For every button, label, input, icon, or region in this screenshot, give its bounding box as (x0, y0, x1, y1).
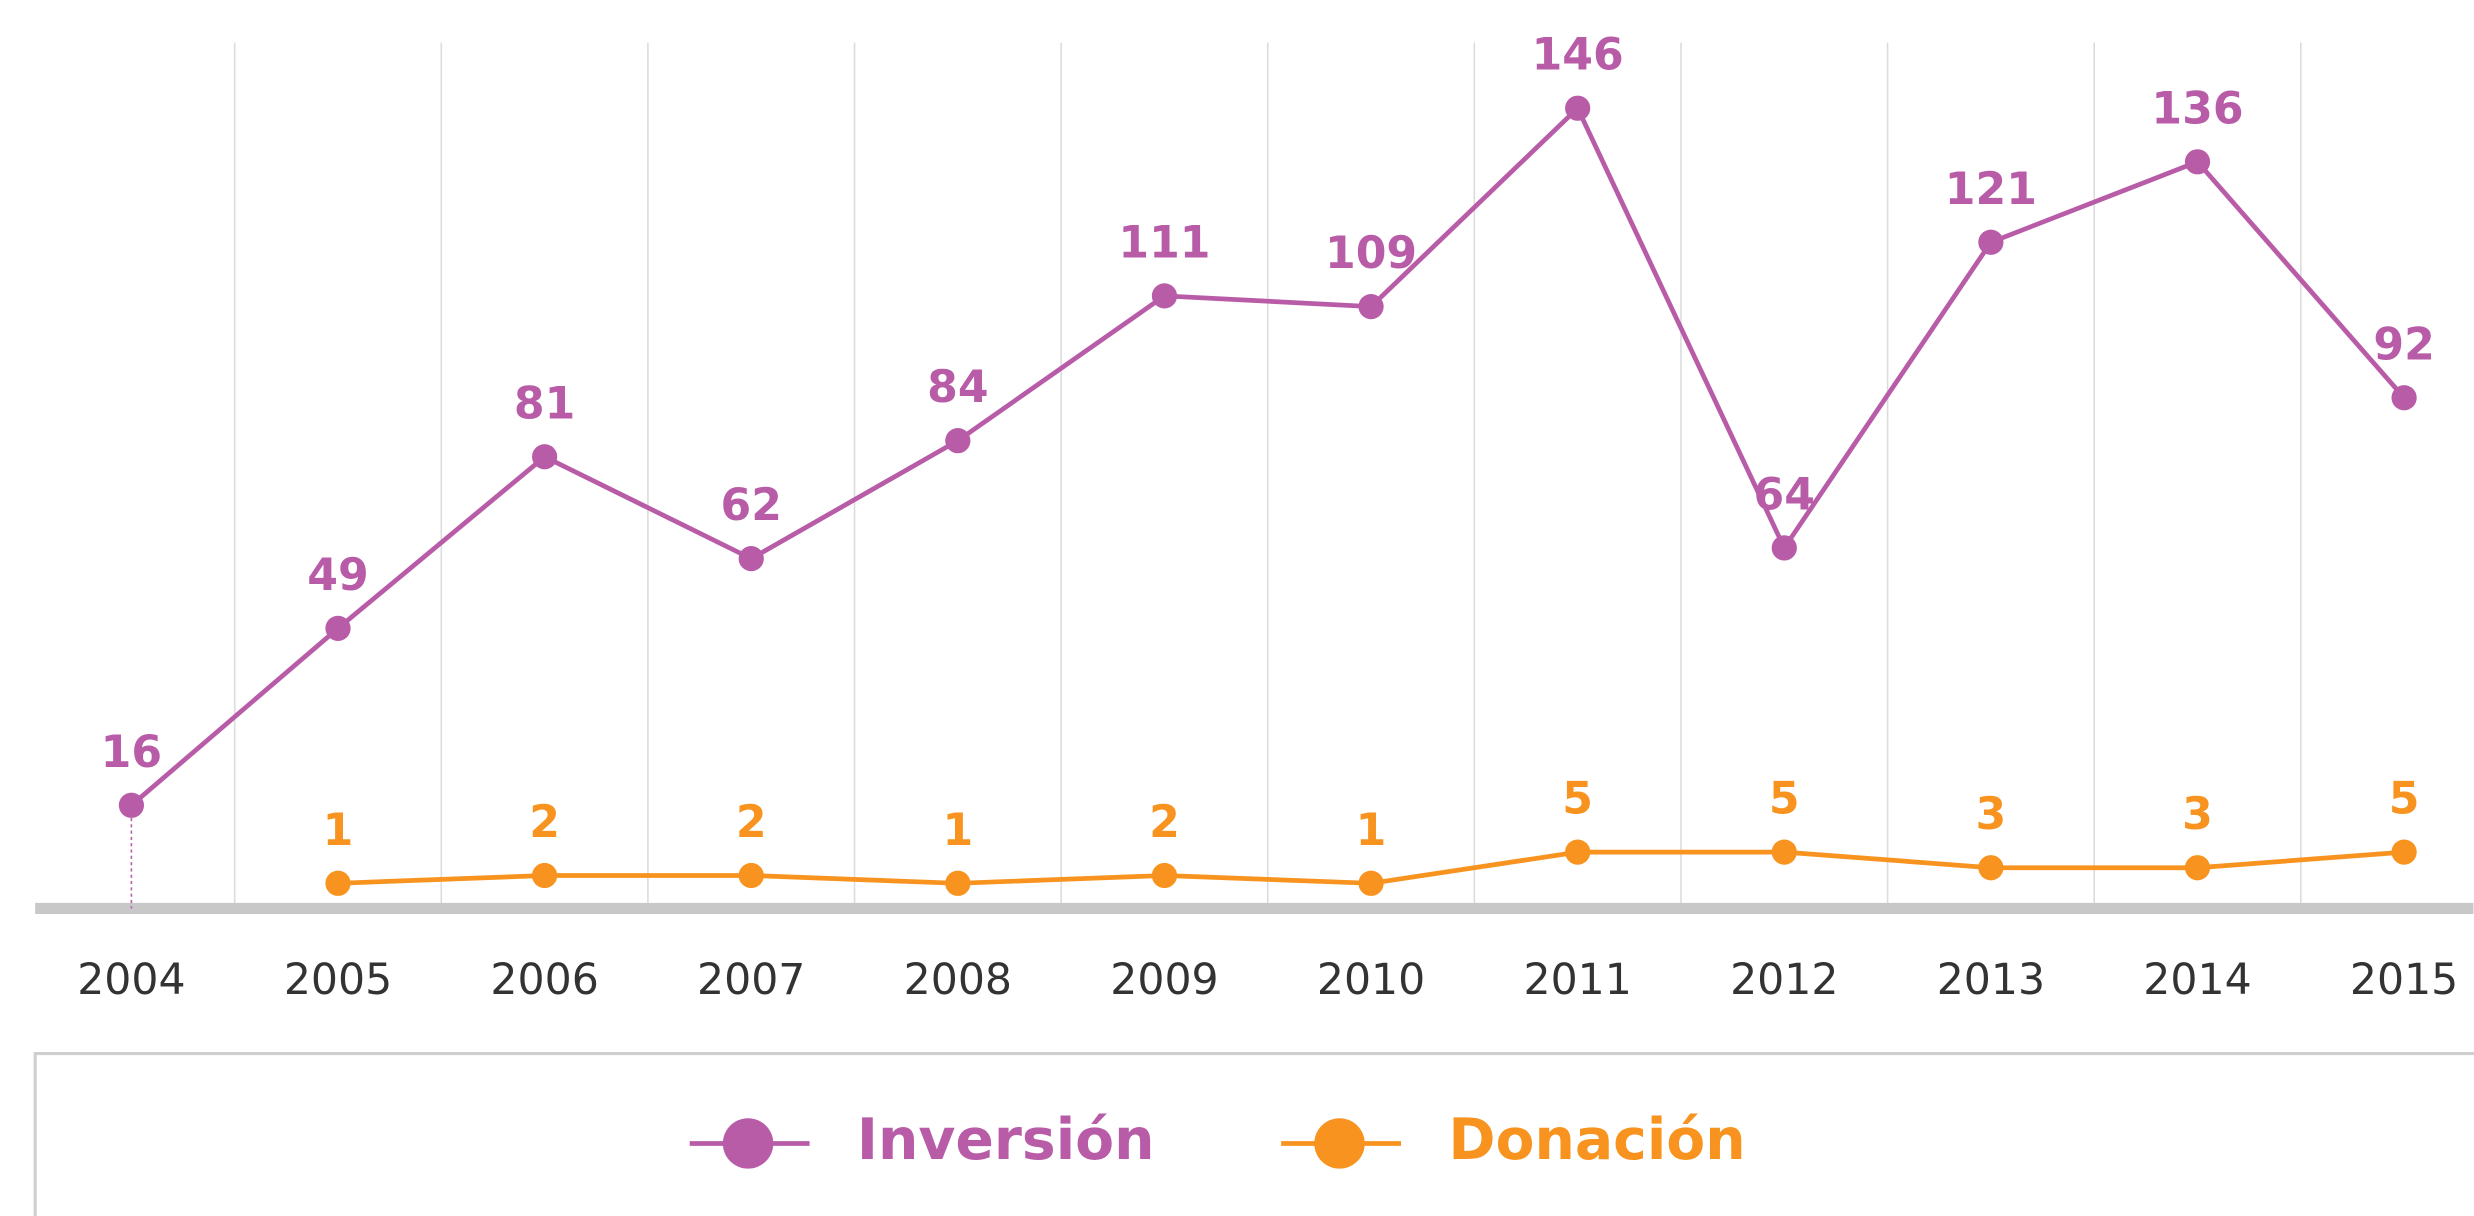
data-label: 3 (2182, 789, 2213, 840)
data-label: 1 (323, 805, 354, 856)
series-line (129, 104, 2406, 808)
point (2184, 855, 2211, 881)
data-label: 1 (942, 805, 973, 856)
point (945, 428, 971, 454)
data-label: 81 (514, 378, 575, 429)
x-tick-label: 2009 (1110, 955, 1218, 1005)
data-label: 5 (2389, 774, 2420, 825)
x-tick-label: 2015 (2350, 955, 2458, 1005)
data-label: 136 (2151, 83, 2243, 134)
point (325, 870, 351, 896)
point (2184, 149, 2211, 175)
data-label: 2 (736, 797, 767, 848)
point (1565, 95, 1591, 121)
data-label: 111 (1118, 217, 1210, 268)
x-tick-label: 2011 (1523, 955, 1631, 1005)
point (738, 862, 764, 889)
point (2391, 839, 2417, 865)
x-tick-label: 2014 (2143, 955, 2251, 1005)
data-label: 146 (1532, 30, 1624, 81)
x-tick-label: 2013 (1937, 955, 2045, 1005)
x-tick-label: 2006 (490, 955, 598, 1005)
data-label: 92 (2373, 319, 2434, 370)
point (532, 862, 558, 889)
point (325, 615, 351, 641)
point (1771, 839, 1797, 865)
data-label: 1 (1356, 805, 1387, 856)
data-label: 2 (529, 797, 560, 848)
point (1151, 862, 1178, 889)
data-label: 5 (1562, 774, 1593, 825)
point (945, 870, 971, 896)
legend-label: Inversión (857, 1107, 1155, 1173)
point (1151, 283, 1178, 309)
data-label: 49 (307, 550, 368, 601)
legend-marker (722, 1118, 774, 1169)
point (1978, 855, 2004, 881)
point (532, 444, 558, 470)
legend-marker (1314, 1118, 1365, 1169)
point (1771, 535, 1797, 561)
data-label: 62 (721, 480, 782, 531)
x-tick-label: 2012 (1730, 955, 1838, 1005)
data-label: 5 (1769, 774, 1800, 825)
legend-label: Donación (1448, 1107, 1745, 1173)
x-tick-label: 2004 (77, 955, 185, 1005)
x-tick-label: 2010 (1317, 955, 1425, 1005)
data-label: 2 (1149, 797, 1180, 848)
x-tick-label: 2007 (697, 955, 805, 1005)
point (118, 792, 145, 818)
legend-box (33, 1051, 2474, 1216)
point (1565, 839, 1591, 865)
data-label: 64 (1754, 469, 1815, 520)
data-label: 84 (927, 362, 988, 413)
point (1358, 870, 1384, 896)
point (1978, 229, 2004, 255)
point (738, 546, 764, 572)
data-label: 3 (1976, 789, 2007, 840)
x-tick-label: 2008 (904, 955, 1012, 1005)
x-tick-label: 2005 (284, 955, 392, 1005)
data-label: 109 (1325, 228, 1417, 279)
data-label: 16 (101, 727, 162, 778)
point (1358, 293, 1384, 320)
point (2391, 385, 2417, 411)
data-label: 121 (1945, 164, 2037, 215)
